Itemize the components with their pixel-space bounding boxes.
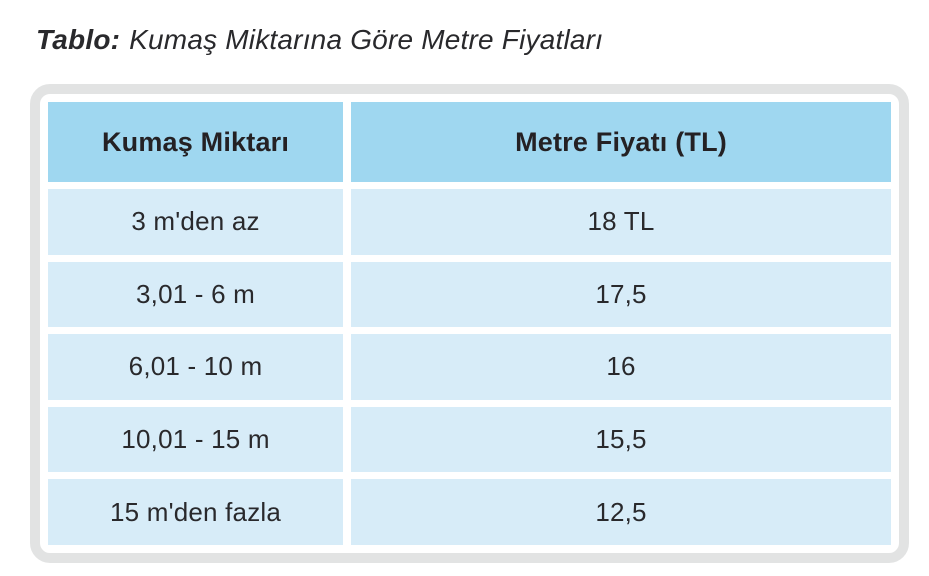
table-frame: Kumaş Miktarı Metre Fiyatı (TL) 3 m'den …: [30, 84, 909, 563]
table-row-3-quantity: 10,01 - 15 m: [48, 406, 344, 473]
table-row-3-price: 15,5: [351, 406, 891, 473]
table-row-1-price: 17,5: [351, 261, 891, 328]
table-caption-label: Tablo:: [36, 24, 121, 55]
table-row-1-quantity: 3,01 - 6 m: [48, 261, 344, 328]
table-caption: Tablo: Kumaş Miktarına Göre Metre Fiyatla…: [36, 24, 603, 56]
table-row-0-price: 18 TL: [351, 189, 891, 255]
column-header-meter-price: Metre Fiyatı (TL): [351, 102, 891, 182]
table-row-0-quantity: 3 m'den az: [48, 189, 344, 255]
table-row-2-quantity: 6,01 - 10 m: [48, 334, 344, 400]
column-header-fabric-quantity: Kumaş Miktarı: [48, 102, 344, 182]
table-row-4-quantity: 15 m'den fazla: [48, 479, 344, 545]
table-caption-text: Kumaş Miktarına Göre Metre Fiyatları: [129, 24, 604, 55]
price-table: Kumaş Miktarı Metre Fiyatı (TL) 3 m'den …: [48, 102, 891, 545]
table-row-4-price: 12,5: [351, 479, 891, 545]
table-row-2-price: 16: [351, 334, 891, 400]
